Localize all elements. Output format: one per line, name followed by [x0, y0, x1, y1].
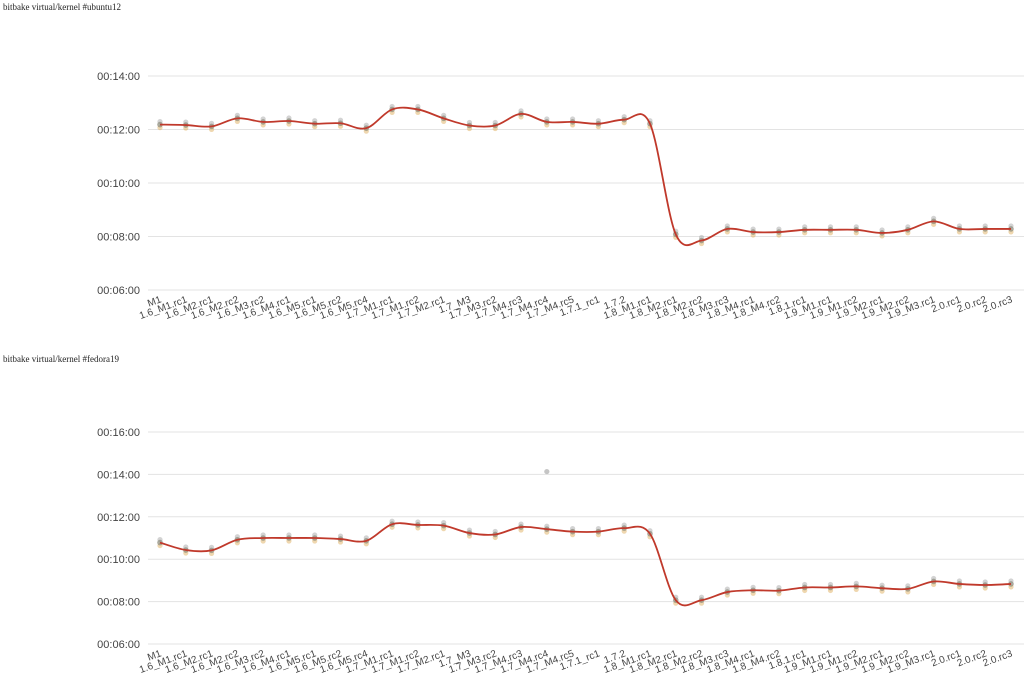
y-tick-label: 00:14:00	[97, 469, 140, 481]
chart-title: bitbake virtual/kernel #fedora19	[3, 354, 119, 364]
series-line	[159, 522, 1012, 607]
y-tick-label: 00:16:00	[97, 427, 140, 439]
y-tick-label: 00:10:00	[97, 178, 140, 190]
y-tick-label: 00:14:00	[97, 71, 140, 83]
data-point	[1008, 581, 1014, 587]
data-point	[157, 539, 163, 546]
x-tick-label: M1	[146, 648, 163, 663]
data-point	[157, 121, 163, 128]
outlier-point	[544, 468, 550, 475]
x-tick-label: 2.0.rc3	[982, 294, 1015, 315]
chart-svg: 00:06:00 00:08:00 00:10:00 00:12:00 00:14:00…	[97, 71, 1024, 322]
x-tick-label: 2.0.rc3	[982, 648, 1015, 669]
y-tick-label: 00:08:00	[97, 597, 140, 609]
y-tick-label: 00:12:00	[97, 125, 140, 137]
x-tick-label: M1	[146, 294, 163, 309]
y-tick-label: 00:10:00	[97, 554, 140, 566]
y-tick-label: 00:08:00	[97, 232, 140, 244]
y-tick-label: 00:12:00	[97, 512, 140, 524]
y-tick-label: 00:06:00	[97, 639, 140, 651]
chart-title: bitbake virtual/kernel #ubuntu12	[3, 2, 121, 12]
chart-fedora19: bitbake virtual/kernel #fedora19 00:06:0…	[0, 352, 1024, 692]
chart-svg: 00:06:00 00:08:00 00:10:00 00:12:00 00:14:00…	[97, 427, 1024, 676]
chart-ubuntu12: bitbake virtual/kernel #ubuntu12 00:06:0…	[3, 2, 1024, 322]
series-line	[159, 106, 1011, 246]
y-tick-label: 00:06:00	[97, 285, 140, 297]
